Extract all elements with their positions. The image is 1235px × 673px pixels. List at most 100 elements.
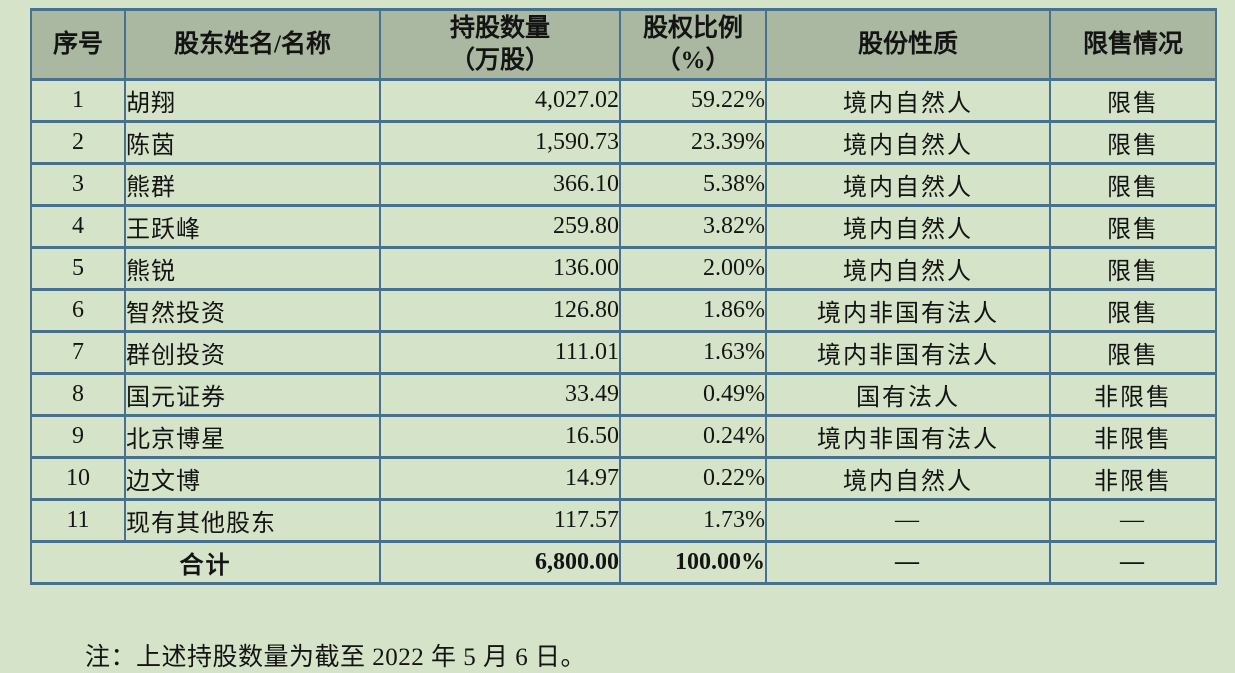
cell-restriction: 非限售 — [1049, 414, 1217, 459]
cell-nature: — — [765, 498, 1051, 543]
cell-shareholder-name: 边文博 — [124, 456, 381, 501]
cell-no: 8 — [30, 372, 126, 417]
header-cell-ratio: 股权比例 （%） — [619, 8, 767, 81]
header-cell-name: 股东姓名/名称 — [124, 8, 381, 81]
header-label-ratio-line2: （%） — [655, 46, 731, 74]
header-label-name: 股东姓名/名称 — [174, 30, 331, 58]
header-row: 序号 股东姓名/名称 持股数量 （万股） 股权比例 （%） 股份性质 限售情况 — [30, 8, 1217, 81]
cell-shares: 1,590.73 — [379, 120, 621, 165]
cell-restriction: 限售 — [1049, 120, 1217, 165]
table-body: 1 胡翔 4,027.02 59.22% 境内自然人 限售 2 陈茵 1,590… — [30, 78, 1217, 585]
cell-no: 2 — [30, 120, 126, 165]
cell-restriction: 非限售 — [1049, 456, 1217, 501]
header-cell-no: 序号 — [30, 8, 126, 81]
cell-shareholder-name: 胡翔 — [124, 78, 381, 123]
table-row: 1 胡翔 4,027.02 59.22% 境内自然人 限售 — [30, 78, 1217, 123]
cell-ratio: 1.86% — [619, 288, 767, 333]
table-row: 8 国元证券 33.49 0.49% 国有法人 非限售 — [30, 372, 1217, 417]
cell-shares: 4,027.02 — [379, 78, 621, 123]
cell-no: 10 — [30, 456, 126, 501]
cell-total-ratio: 100.00% — [619, 540, 767, 585]
cell-restriction: — — [1049, 498, 1217, 543]
cell-nature: 境内非国有法人 — [765, 330, 1051, 375]
cell-total-nature: — — [765, 540, 1051, 585]
header-cell-shares: 持股数量 （万股） — [379, 8, 621, 81]
cell-shareholder-name: 智然投资 — [124, 288, 381, 333]
cell-no: 11 — [30, 498, 126, 543]
cell-no: 5 — [30, 246, 126, 291]
cell-nature: 境内自然人 — [765, 78, 1051, 123]
cell-total-shares: 6,800.00 — [379, 540, 621, 585]
cell-nature: 境内非国有法人 — [765, 288, 1051, 333]
cell-ratio: 23.39% — [619, 120, 767, 165]
cell-shares: 117.57 — [379, 498, 621, 543]
cell-ratio: 0.49% — [619, 372, 767, 417]
cell-shares: 366.10 — [379, 162, 621, 207]
cell-restriction: 限售 — [1049, 162, 1217, 207]
cell-shareholder-name: 王跃峰 — [124, 204, 381, 249]
cell-nature: 境内非国有法人 — [765, 414, 1051, 459]
cell-shareholder-name: 现有其他股东 — [124, 498, 381, 543]
cell-restriction: 限售 — [1049, 78, 1217, 123]
cell-ratio: 5.38% — [619, 162, 767, 207]
cell-ratio: 0.22% — [619, 456, 767, 501]
table-row: 10 边文博 14.97 0.22% 境内自然人 非限售 — [30, 456, 1217, 501]
cell-nature: 境内自然人 — [765, 120, 1051, 165]
cell-ratio: 59.22% — [619, 78, 767, 123]
header-label-shares-line1: 持股数量 — [449, 15, 550, 43]
header-cell-restriction: 限售情况 — [1049, 8, 1217, 81]
shareholders-table: 序号 股东姓名/名称 持股数量 （万股） 股权比例 （%） 股份性质 限售情况 … — [30, 8, 1217, 585]
header-label-no: 序号 — [52, 30, 103, 58]
cell-total-label: 合计 — [30, 540, 381, 585]
total-row: 合计 6,800.00 100.00% — — — [30, 540, 1217, 585]
cell-shareholder-name: 北京博星 — [124, 414, 381, 459]
cell-ratio: 1.73% — [619, 498, 767, 543]
cell-shareholder-name: 熊锐 — [124, 246, 381, 291]
table-row: 3 熊群 366.10 5.38% 境内自然人 限售 — [30, 162, 1217, 207]
table-row: 4 王跃峰 259.80 3.82% 境内自然人 限售 — [30, 204, 1217, 249]
footnote: 注：上述持股数量为截至 2022 年 5 月 6 日。 — [85, 644, 587, 671]
cell-no: 4 — [30, 204, 126, 249]
table-row: 5 熊锐 136.00 2.00% 境内自然人 限售 — [30, 246, 1217, 291]
cell-shares: 33.49 — [379, 372, 621, 417]
cell-no: 6 — [30, 288, 126, 333]
table-row: 6 智然投资 126.80 1.86% 境内非国有法人 限售 — [30, 288, 1217, 333]
cell-no: 1 — [30, 78, 126, 123]
cell-restriction: 限售 — [1049, 246, 1217, 291]
cell-nature: 国有法人 — [765, 372, 1051, 417]
cell-no: 3 — [30, 162, 126, 207]
table-row: 2 陈茵 1,590.73 23.39% 境内自然人 限售 — [30, 120, 1217, 165]
cell-nature: 境内自然人 — [765, 246, 1051, 291]
cell-shareholder-name: 群创投资 — [124, 330, 381, 375]
cell-shareholder-name: 国元证券 — [124, 372, 381, 417]
cell-shares: 14.97 — [379, 456, 621, 501]
header-label-restriction: 限售情况 — [1082, 30, 1183, 58]
header-cell-nature: 股份性质 — [765, 8, 1051, 81]
header-label-nature: 股份性质 — [857, 30, 958, 58]
cell-nature: 境内自然人 — [765, 162, 1051, 207]
cell-ratio: 0.24% — [619, 414, 767, 459]
cell-no: 9 — [30, 414, 126, 459]
cell-shareholder-name: 陈茵 — [124, 120, 381, 165]
cell-shares: 111.01 — [379, 330, 621, 375]
header-label-shares-line2: （万股） — [449, 46, 550, 74]
cell-restriction: 限售 — [1049, 330, 1217, 375]
header-label-ratio-line1: 股权比例 — [642, 15, 743, 43]
cell-shares: 126.80 — [379, 288, 621, 333]
cell-ratio: 1.63% — [619, 330, 767, 375]
cell-total-restriction: — — [1049, 540, 1217, 585]
table-row: 7 群创投资 111.01 1.63% 境内非国有法人 限售 — [30, 330, 1217, 375]
cell-ratio: 3.82% — [619, 204, 767, 249]
cell-shareholder-name: 熊群 — [124, 162, 381, 207]
table-row: 9 北京博星 16.50 0.24% 境内非国有法人 非限售 — [30, 414, 1217, 459]
table-row: 11 现有其他股东 117.57 1.73% — — — [30, 498, 1217, 543]
table-header: 序号 股东姓名/名称 持股数量 （万股） 股权比例 （%） 股份性质 限售情况 — [30, 8, 1217, 81]
cell-restriction: 限售 — [1049, 204, 1217, 249]
cell-ratio: 2.00% — [619, 246, 767, 291]
cell-shares: 259.80 — [379, 204, 621, 249]
cell-restriction: 限售 — [1049, 288, 1217, 333]
cell-nature: 境内自然人 — [765, 456, 1051, 501]
cell-restriction: 非限售 — [1049, 372, 1217, 417]
cell-nature: 境内自然人 — [765, 204, 1051, 249]
